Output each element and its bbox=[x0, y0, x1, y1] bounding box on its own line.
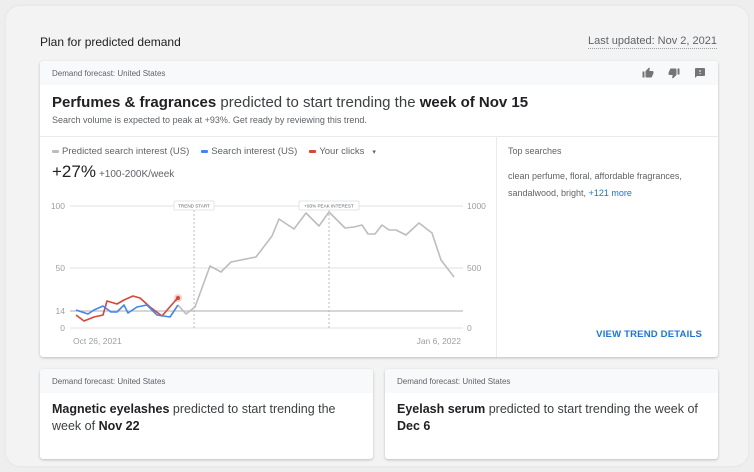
stat-percent: +27% bbox=[52, 162, 96, 181]
legend-label: Predicted search interest (US) bbox=[62, 146, 190, 157]
top-searches-title: Top searches bbox=[508, 146, 562, 156]
top-searches-panel: Top searches clean perfume, floral, affo… bbox=[508, 146, 708, 202]
series-line bbox=[75, 304, 179, 318]
last-updated: Last updated: Nov 2, 2021 bbox=[587, 35, 717, 49]
page-title: Plan for predicted demand bbox=[40, 35, 181, 49]
legend-swatch-search bbox=[201, 150, 209, 153]
stat-range: +100-200K/week bbox=[98, 169, 175, 180]
top-searches-list: clean perfume, floral, affordable fragra… bbox=[508, 168, 708, 202]
svg-text:0: 0 bbox=[467, 323, 472, 333]
svg-text:Oct 26, 2021: Oct 26, 2021 bbox=[73, 336, 122, 346]
headline-middle: predicted to start trending the week of bbox=[485, 402, 698, 416]
view-trend-details-button[interactable]: VIEW TREND DETAILS bbox=[596, 329, 702, 340]
svg-text:0: 0 bbox=[60, 323, 65, 333]
headline-subject: Magnetic eyelashes bbox=[52, 402, 170, 416]
legend-swatch-clicks bbox=[309, 150, 317, 153]
top-searches-text: clean perfume, floral, affordable fragra… bbox=[508, 171, 682, 198]
series-line bbox=[75, 295, 179, 322]
forecast-card-main: Demand forecast: United States Perfumes … bbox=[40, 61, 718, 357]
forecast-card[interactable]: Demand forecast: United States Magnetic … bbox=[40, 369, 373, 459]
thumbs-up-icon[interactable] bbox=[642, 67, 654, 79]
feedback-icon[interactable] bbox=[694, 67, 706, 79]
headline-middle: predicted to start trending the bbox=[216, 94, 420, 111]
svg-text:100: 100 bbox=[51, 201, 65, 211]
forecast-headline: Perfumes & fragrances predicted to start… bbox=[40, 85, 718, 111]
series-line bbox=[177, 211, 455, 315]
stat-summary: +27% +100-200K/week bbox=[52, 162, 174, 182]
more-searches-link[interactable]: +121 more bbox=[588, 188, 632, 198]
svg-text:+93% PEAK INTEREST: +93% PEAK INTEREST bbox=[304, 204, 354, 209]
svg-text:500: 500 bbox=[467, 263, 481, 273]
forecast-subline: Search volume is expected to peak at +93… bbox=[52, 115, 367, 125]
card-kicker: Demand forecast: United States bbox=[52, 376, 166, 386]
headline-when: Nov 22 bbox=[98, 419, 140, 433]
headline-subject: Eyelash serum bbox=[397, 402, 486, 416]
legend-predicted[interactable]: Predicted search interest (US) bbox=[52, 146, 189, 157]
svg-text:TREND START: TREND START bbox=[178, 204, 210, 209]
peak-annotation: +93% PEAK INTEREST bbox=[298, 200, 360, 211]
svg-text:50: 50 bbox=[56, 263, 66, 273]
trend-start-annotation: TREND START bbox=[173, 200, 215, 211]
card-kicker: Demand forecast: United States bbox=[52, 68, 166, 78]
chart-legend: Predicted search interest (US) Search in… bbox=[52, 146, 376, 157]
headline-subject: Perfumes & fragrances bbox=[52, 94, 217, 111]
card-kicker: Demand forecast: United States bbox=[397, 376, 511, 386]
legend-your-clicks[interactable]: Your clicks bbox=[309, 146, 364, 157]
headline-middle: predicted to start trending the week of bbox=[52, 402, 336, 433]
svg-text:1000: 1000 bbox=[467, 201, 486, 211]
legend-label: Search interest (US) bbox=[211, 146, 298, 157]
trend-chart: 100 50 14 0 1000 500 0 Oct 26, 2021 Jan … bbox=[40, 61, 496, 357]
forecast-card[interactable]: Demand forecast: United States Eyelash s… bbox=[385, 369, 718, 459]
forecast-headline: Magnetic eyelashes predicted to start tr… bbox=[40, 393, 373, 435]
svg-text:Jan 6, 2022: Jan 6, 2022 bbox=[417, 336, 462, 346]
svg-text:14: 14 bbox=[56, 306, 66, 316]
headline-when: week of Nov 15 bbox=[419, 94, 529, 111]
card-actions bbox=[642, 67, 706, 79]
trend-chart-svg: 100 50 14 0 1000 500 0 Oct 26, 2021 Jan … bbox=[51, 200, 486, 346]
headline-when: Dec 6 bbox=[397, 419, 431, 433]
legend-search-interest[interactable]: Search interest (US) bbox=[201, 146, 297, 157]
card-header: Demand forecast: United States bbox=[40, 369, 373, 393]
divider bbox=[496, 137, 497, 357]
card-header: Demand forecast: United States bbox=[40, 61, 718, 85]
current-point-marker bbox=[176, 296, 180, 300]
divider bbox=[40, 136, 718, 137]
legend-label: Your clicks bbox=[319, 146, 365, 157]
card-header: Demand forecast: United States bbox=[385, 369, 718, 393]
forecast-headline: Eyelash serum predicted to start trendin… bbox=[385, 393, 718, 435]
chevron-down-icon[interactable]: ▾ bbox=[372, 148, 376, 156]
thumbs-down-icon[interactable] bbox=[668, 67, 680, 79]
legend-swatch-predicted bbox=[52, 150, 59, 153]
